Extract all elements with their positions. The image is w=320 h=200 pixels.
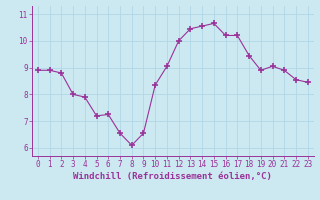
X-axis label: Windchill (Refroidissement éolien,°C): Windchill (Refroidissement éolien,°C)	[73, 172, 272, 181]
